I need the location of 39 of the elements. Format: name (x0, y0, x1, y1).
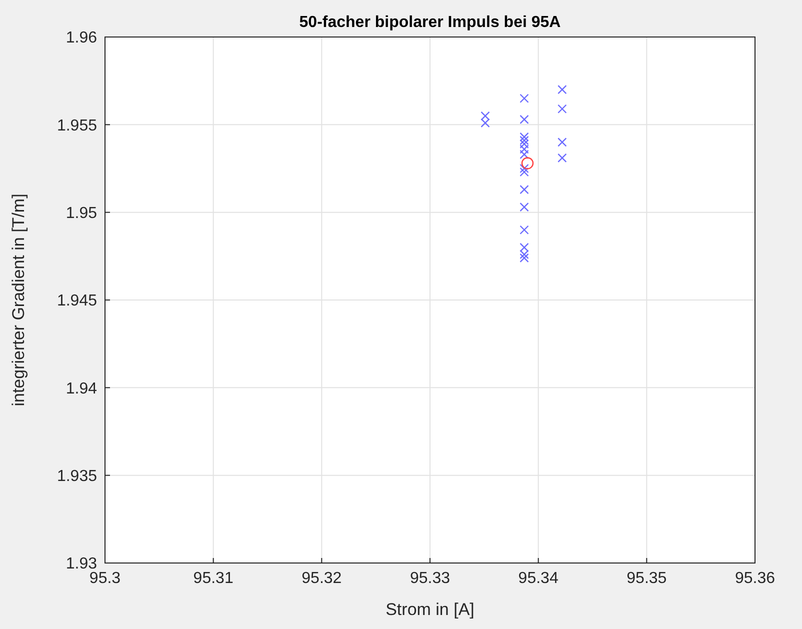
x-tick-label: 95.32 (302, 570, 342, 587)
point (520, 164, 529, 174)
point (520, 242, 529, 252)
x-tick-label: 95.34 (518, 570, 558, 587)
point (558, 85, 567, 94)
point (520, 167, 529, 177)
point (520, 253, 529, 263)
point (480, 118, 490, 128)
point (520, 94, 529, 103)
y-tick-label: 1.955 (56, 117, 98, 134)
x-tick-label: 95.36 (734, 570, 776, 587)
x-tick-label: 95.33 (410, 570, 450, 587)
point (520, 114, 529, 124)
point (521, 157, 534, 170)
point (520, 136, 529, 146)
point (520, 132, 529, 142)
y-tick-label: 1.93 (66, 556, 98, 573)
point (480, 111, 490, 120)
point (520, 150, 529, 160)
y-tick-label: 1.94 (66, 380, 98, 398)
x-axis-title: Strom in [A] (386, 600, 474, 619)
x-tick-label: 95.35 (626, 570, 667, 587)
point (520, 184, 529, 194)
point (520, 250, 529, 260)
point (558, 153, 567, 163)
x-tick-label: 95.3 (89, 570, 121, 587)
point (520, 225, 529, 234)
point (558, 104, 567, 114)
point (558, 138, 567, 147)
y-tick-label: 1.96 (66, 30, 98, 47)
y-axis-title: integrierter Gradient in [T/m] (9, 194, 28, 406)
x-tick-label: 95.31 (193, 570, 234, 587)
y-tick-label: 1.935 (56, 468, 98, 485)
chart-title: 50-facher bipolarer Impuls bei 95A (299, 14, 562, 31)
point (520, 144, 529, 154)
y-tick-label: 1.95 (66, 204, 98, 222)
y-tick-label: 1.945 (56, 292, 98, 310)
point (520, 202, 529, 212)
point (520, 139, 529, 149)
